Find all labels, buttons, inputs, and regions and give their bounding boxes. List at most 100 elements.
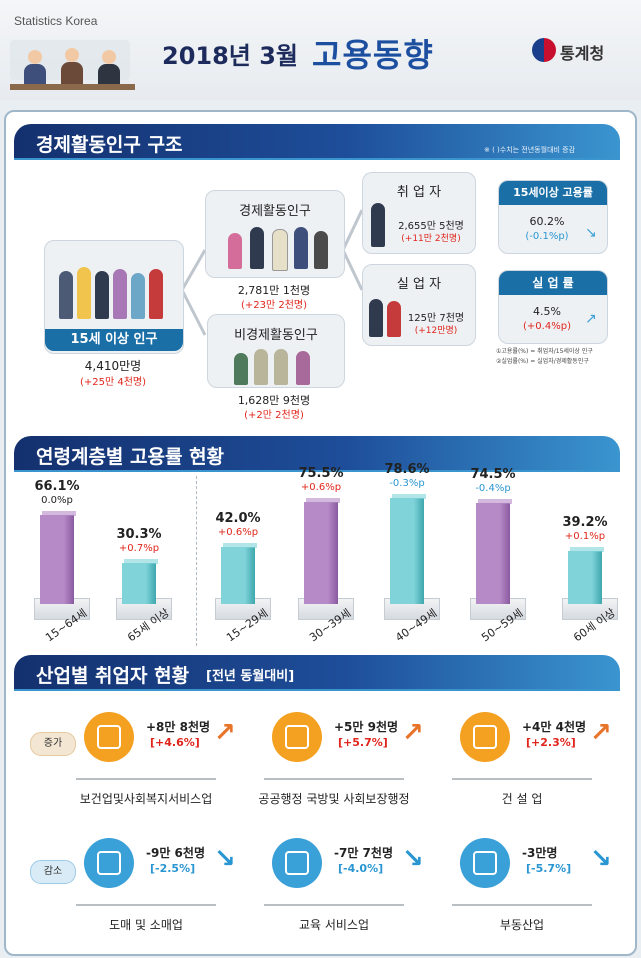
- section2-header: [14, 436, 620, 470]
- bar-value-label: 78.6%: [384, 461, 430, 477]
- sale-tag-icon: [84, 838, 134, 888]
- bar-top-3: [223, 543, 257, 549]
- employment-rate-label: 15세이상 고용률: [499, 181, 607, 205]
- industry-change-value: +5만 9천명: [334, 720, 399, 734]
- industry-change-pct: [-5.7%]: [526, 862, 572, 875]
- trend-up-arrow-icon: ↗: [214, 718, 236, 748]
- bar-5: [390, 497, 424, 604]
- bar-top-5: [392, 493, 426, 499]
- bar-top-7: [570, 547, 604, 553]
- industry-change-value: +4만 4천명: [522, 720, 587, 734]
- trend-up-arrow-icon: ↗: [402, 718, 424, 748]
- unemployment-rate-value: 4.5%: [533, 305, 561, 318]
- industry-name: 보건업및사회복지서비스업: [79, 792, 213, 806]
- trend-down-arrow-icon: ↘: [590, 844, 612, 874]
- active-pop-box: 경제활동인구: [205, 190, 345, 278]
- inactive-pop-label: 비경제활동인구: [234, 328, 318, 343]
- decrease-tag: 감소: [30, 860, 76, 884]
- industry-change-pct: [+2.3%]: [526, 736, 576, 749]
- trend-up-arrow-icon: ↗: [590, 718, 612, 748]
- industry-divider: [264, 778, 404, 780]
- bar-top-2: [124, 559, 158, 565]
- industry-divider: [76, 904, 216, 906]
- employed-label: 취 업 자: [396, 185, 442, 200]
- bar-4: [304, 502, 338, 604]
- active-pop-change: (+23만 2천명): [240, 300, 308, 311]
- industry-change-pct: [-2.5%]: [150, 862, 196, 875]
- crane-icon: [460, 712, 510, 762]
- section2-title: 연령계층별 고용률 현황: [36, 446, 225, 468]
- bar-top-6: [478, 499, 512, 505]
- bar-1: [40, 514, 74, 604]
- bar-2: [122, 563, 156, 604]
- bar-change-label: +0.7%p: [118, 543, 160, 555]
- bar-7: [568, 551, 602, 604]
- section3-underline: [14, 689, 620, 691]
- industry-change-value: +8만 8천명: [146, 720, 211, 734]
- bar-value-label: 66.1%: [34, 478, 80, 494]
- bar-change-label: +0.1%p: [564, 531, 606, 543]
- bar-top-4: [306, 498, 340, 504]
- bar-3: [221, 547, 255, 604]
- unemployed-change: (+12만명): [414, 326, 458, 336]
- bar-value-label: 75.5%: [298, 466, 344, 482]
- page-title: 고용동향: [312, 36, 434, 74]
- unemployment-rate-box: 실 업 률 4.5% (+0.4%p) ↗: [498, 270, 608, 344]
- bar-change-label: -0.3%p: [389, 477, 425, 489]
- pop15-change: (+25만 4천명): [79, 377, 147, 388]
- header: Statistics Korea 2018년 3월 고용동향 통계청: [0, 0, 641, 100]
- section2-underline: [14, 470, 620, 472]
- section3-header: [14, 655, 620, 689]
- pop15-box: 15세 이상 인구: [44, 240, 184, 354]
- unemployed-label: 실 업 자: [396, 277, 442, 292]
- kostat-logo-icon: [532, 38, 556, 62]
- workers-group-icon: [224, 223, 328, 271]
- industry-change-pct: [+4.6%]: [150, 736, 200, 749]
- org-english-name: Statistics Korea: [14, 14, 98, 28]
- unemployment-rate-label: 실 업 률: [499, 271, 607, 295]
- employment-rate-change: (-0.1%p): [525, 231, 569, 242]
- inactive-pop-box: 비경제활동인구: [207, 314, 345, 388]
- increase-tag: 증가: [30, 732, 76, 756]
- bar-value-label: 39.2%: [562, 515, 608, 531]
- page-title-period: 2018년 3월: [162, 42, 299, 70]
- inactive-pop-value: 1,628만 9천명: [237, 394, 311, 407]
- employment-rate-value: 60.2%: [529, 215, 565, 228]
- bar-value-label: 30.3%: [116, 527, 162, 543]
- clipboard-icon: [272, 838, 322, 888]
- footnote-employment-rate: ①고용률(%) = 취업자/15세이상 인구: [496, 348, 593, 355]
- chart-divider: [196, 476, 197, 646]
- bar-value-label: 74.5%: [470, 467, 516, 483]
- public-admin-icon: [272, 712, 322, 762]
- inactive-pop-change: (+2만 2천명): [244, 410, 304, 421]
- trend-down-arrow-icon: ↘: [214, 844, 236, 874]
- section1-title: 경제활동인구 구조: [36, 134, 183, 156]
- trend-down-arrow-icon: ↘: [402, 844, 424, 874]
- section1-header: [14, 124, 620, 158]
- section1-underline: [14, 158, 620, 160]
- industry-change-value: -7만 7천명: [334, 846, 393, 860]
- bar-top-1: [42, 510, 76, 516]
- industry-name: 공공행정 국방및 사회보장행정: [258, 792, 410, 806]
- pop15-value: 4,410만명: [84, 359, 142, 373]
- employment-rate-box: 15세이상 고용률 60.2% (-0.1%p) ↘: [498, 180, 608, 254]
- job-seekers-icon: [369, 299, 405, 339]
- industry-change-pct: [+5.7%]: [338, 736, 388, 749]
- employed-box: 취 업 자 2,655만 5천명 (+11만 2천명): [362, 172, 476, 254]
- active-pop-value: 2,781만 1천명: [237, 284, 311, 297]
- bar-6: [476, 503, 510, 604]
- active-pop-label: 경제활동인구: [239, 204, 311, 219]
- industry-change-value: -3만명: [522, 846, 558, 860]
- footnote-unemployment-rate: ②실업률(%) = 실업자/경제활동인구: [496, 358, 589, 365]
- industry-divider: [452, 904, 592, 906]
- industry-change-value: -9만 6천명: [146, 846, 205, 860]
- unemployed-box: 실 업 자 125만 7천명 (+12만명): [362, 264, 476, 346]
- logo-text: 통계청: [560, 44, 605, 63]
- pop15-label: 15세 이상 인구: [45, 329, 183, 351]
- family-group-icon: [234, 345, 320, 385]
- section1-note: ※ ( )수치는 전년동월대비 증감: [484, 146, 576, 154]
- employed-change: (+11만 2천명): [401, 234, 461, 244]
